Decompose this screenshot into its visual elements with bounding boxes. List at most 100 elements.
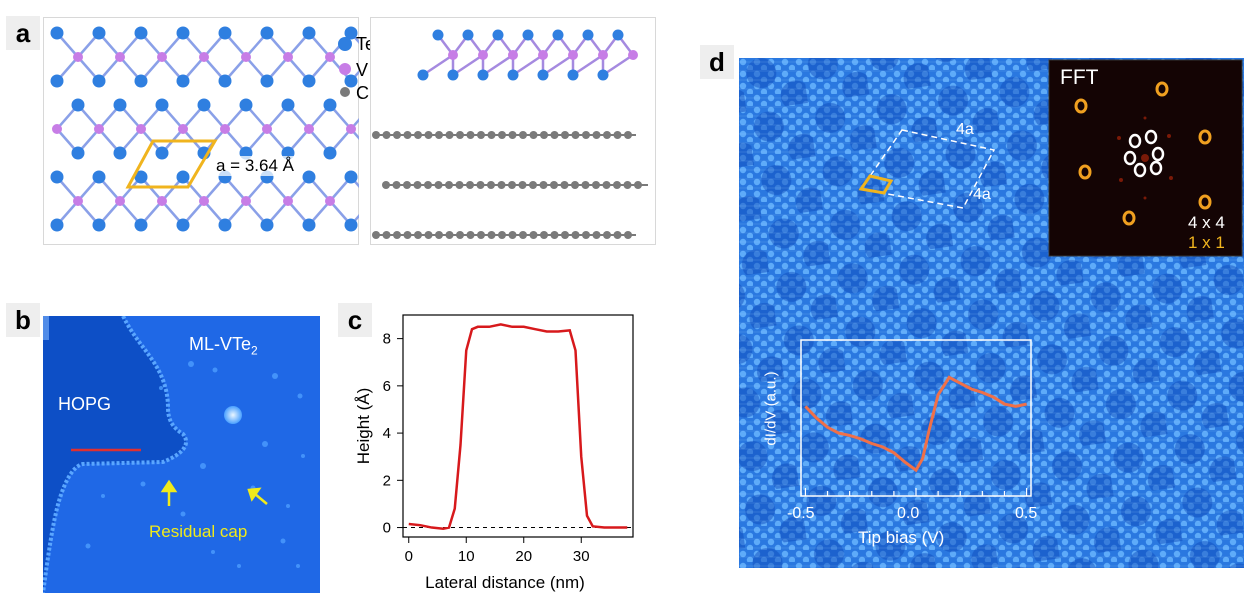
te-atom (417, 69, 429, 81)
c-atom (498, 131, 506, 139)
fft-4x4-label: 4 x 4 (1188, 213, 1225, 232)
c-atom (571, 181, 579, 189)
te-atom (344, 170, 358, 184)
1x1-unit-cell-outline (858, 174, 894, 195)
y-tick-label: 8 (383, 331, 391, 348)
te-atom (302, 218, 316, 232)
c-atom (603, 131, 611, 139)
c-atom (540, 231, 548, 239)
c-atom (582, 131, 590, 139)
v-atom (325, 52, 335, 62)
te-atom (239, 98, 253, 112)
c-atom (498, 231, 506, 239)
c-atom (487, 231, 496, 239)
v-atom (283, 196, 293, 206)
te-atom (92, 170, 106, 184)
v-atom (241, 196, 251, 206)
v-legend-dot (339, 63, 351, 75)
v-atom (478, 50, 488, 60)
te-atom (218, 26, 232, 40)
te-atom (537, 69, 549, 81)
te-atom (50, 74, 64, 88)
te-atom (71, 98, 85, 112)
v-atom (538, 50, 548, 60)
te-atom (71, 146, 85, 160)
c-atom (497, 181, 506, 189)
c-atom (456, 231, 464, 239)
c-atom (393, 231, 401, 239)
te-atom (134, 74, 148, 88)
v-atom (508, 50, 518, 60)
te-atom (323, 98, 337, 112)
panel-label-a: a (6, 16, 40, 50)
c-atom (550, 131, 559, 139)
te-atom (447, 69, 459, 81)
v-atom (157, 52, 167, 62)
c-atom (382, 131, 391, 139)
te-atom (218, 74, 232, 88)
x-tick-label: 0 (405, 548, 413, 565)
c-atom (372, 131, 380, 139)
te-atom (260, 26, 274, 40)
height-profile-chart: 0 10 20 30 0 2 4 6 8 Lateral distance (nm) Heigh… (354, 314, 634, 592)
c-atom (392, 181, 401, 189)
c-atom (413, 181, 422, 189)
inset-xtick-zero: 0.0 (897, 505, 920, 522)
plot-frame (402, 314, 634, 538)
c-atom (424, 231, 433, 239)
supercell-4a-right-label: 4a (973, 186, 991, 203)
te-atom (92, 218, 106, 232)
hopg-label: HOPG (58, 394, 112, 414)
v-atom (262, 124, 272, 134)
te-atom (176, 74, 190, 88)
c-atom (424, 181, 432, 189)
te-atom (134, 170, 148, 184)
te-atom (462, 29, 474, 41)
vte2-side-view-structure (370, 17, 656, 245)
c-atom (529, 231, 538, 239)
y-tick-label: 0 (383, 520, 391, 537)
v-atom (115, 52, 125, 62)
c-atom (560, 181, 569, 189)
te-atom (344, 74, 358, 88)
te-atom (176, 218, 190, 232)
te-atom (344, 218, 358, 232)
te-atom (552, 29, 564, 41)
v-atom (568, 50, 578, 60)
v-atom (598, 50, 608, 60)
c-atom (372, 231, 380, 239)
c-atom (487, 131, 496, 139)
legend-c: C (356, 83, 369, 103)
te-atom (260, 74, 274, 88)
panel-label-d: d (700, 45, 734, 79)
v-atom (73, 52, 83, 62)
fft-1x1-label: 1 x 1 (1188, 233, 1225, 252)
c-atom (477, 231, 485, 239)
didv-spectrum-series (804, 375, 1027, 473)
c-atom (592, 231, 601, 239)
c-atom (592, 181, 600, 189)
v-atom (178, 124, 188, 134)
c-atom (561, 231, 569, 239)
v-atom (94, 124, 104, 134)
c-atom (435, 231, 443, 239)
c-atom (477, 131, 485, 139)
height-profile-series (408, 323, 628, 530)
stm-atomic-image (739, 58, 1244, 568)
c-atom (529, 181, 537, 189)
te-atom (507, 69, 519, 81)
c-atom (434, 181, 443, 189)
v-atom (136, 124, 146, 134)
te-atom (344, 26, 358, 40)
fft-title: FFT (1060, 66, 1099, 89)
c-atom (466, 131, 475, 139)
c-atom (550, 231, 559, 239)
te-atom (92, 26, 106, 40)
te-atom (492, 29, 504, 41)
te-atom (582, 29, 594, 41)
c-atom (613, 231, 622, 239)
c-atom (445, 181, 453, 189)
te-atom (176, 26, 190, 40)
te-atom (50, 218, 64, 232)
c-atom (487, 181, 495, 189)
